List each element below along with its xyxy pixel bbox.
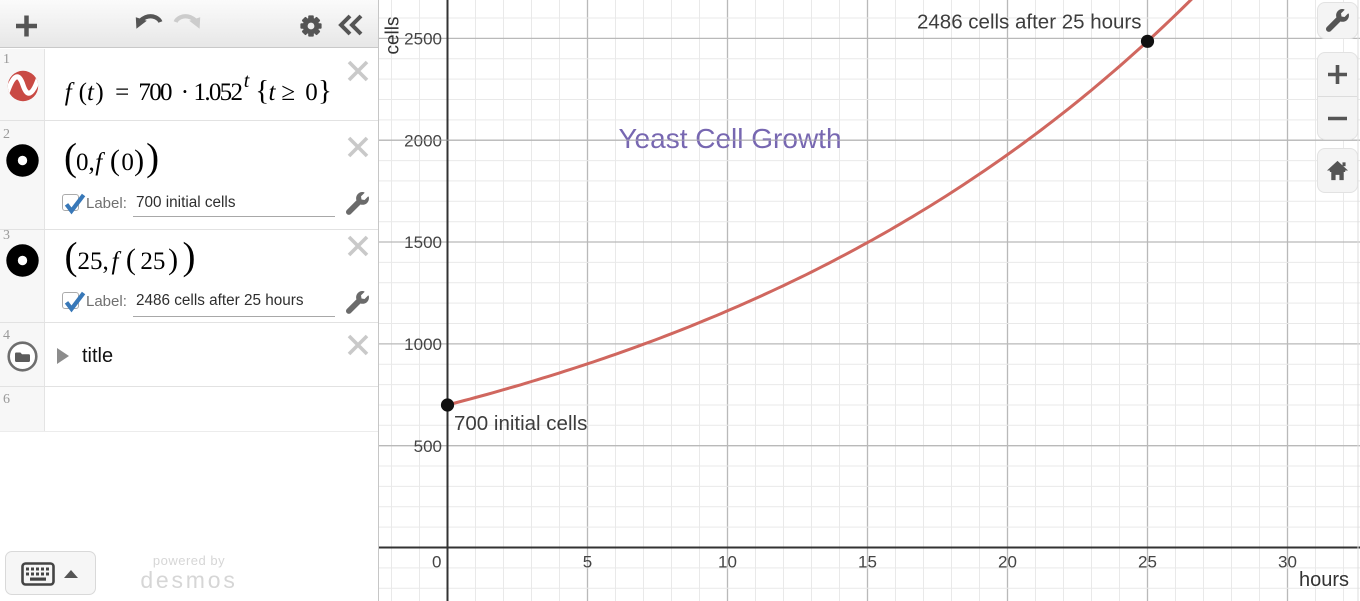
svg-text:0: 0 [432, 553, 441, 572]
svg-text:10: 10 [718, 553, 737, 572]
svg-text:15: 15 [858, 553, 877, 572]
svg-text:2000: 2000 [404, 131, 442, 150]
svg-text:Yeast Cell Growth: Yeast Cell Growth [618, 123, 841, 154]
svg-text:2486 cells after 25 hours: 2486 cells after 25 hours [917, 11, 1142, 34]
svg-text:25: 25 [1138, 553, 1157, 572]
svg-text:500: 500 [414, 437, 442, 456]
svg-text:700 initial cells: 700 initial cells [454, 412, 587, 435]
svg-text:30: 30 [1278, 553, 1297, 572]
svg-text:1500: 1500 [404, 233, 442, 252]
svg-text:hours: hours [1299, 569, 1349, 591]
svg-text:5: 5 [583, 553, 592, 572]
svg-text:1000: 1000 [404, 335, 442, 354]
svg-text:2500: 2500 [404, 30, 442, 49]
svg-text:20: 20 [998, 553, 1017, 572]
svg-text:cells: cells [383, 16, 404, 54]
